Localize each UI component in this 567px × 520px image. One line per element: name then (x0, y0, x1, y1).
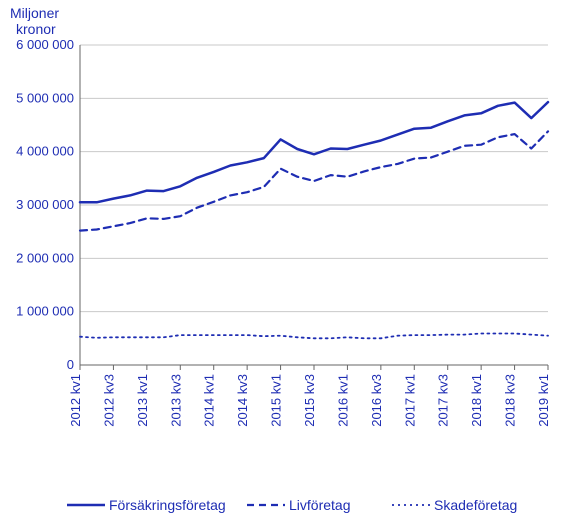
y-tick-label: 4 000 000 (16, 144, 74, 159)
y-axis-title-line2: kronor (16, 21, 56, 37)
y-tick-label: 3 000 000 (16, 197, 74, 212)
chart-container: 0 1 000 000 2 000 000 3 000 000 4 000 000 5 0… (0, 0, 567, 520)
x-tick-label: 2019 kv1 (536, 374, 551, 427)
y-tick-label: 6 000 000 (16, 37, 74, 52)
x-tick-label: 2015 kv1 (269, 374, 284, 427)
x-tick-label: 2013 kv1 (135, 374, 150, 427)
x-tick-label: 2014 kv1 (202, 374, 217, 427)
chart-bg (0, 0, 567, 520)
x-tick-label: 2012 kv3 (101, 374, 116, 427)
x-tick-label: 2015 kv3 (302, 374, 317, 427)
x-tick-label: 2013 kv3 (168, 374, 183, 427)
x-tick-label: 2018 kv1 (469, 374, 484, 427)
y-tick-label: 2 000 000 (16, 250, 74, 265)
y-tick-label: 5 000 000 (16, 90, 74, 105)
legend-label: Försäkringsföretag (109, 497, 226, 513)
x-tick-label: 2016 kv1 (335, 374, 350, 427)
y-tick-label: 0 (67, 357, 74, 372)
x-tick-label: 2012 kv1 (68, 374, 83, 427)
x-tick-label: 2014 kv3 (235, 374, 250, 427)
legend-label: Livföretag (289, 497, 350, 513)
line-chart: 0 1 000 000 2 000 000 3 000 000 4 000 000 5 0… (0, 0, 567, 520)
y-tick-label: 1 000 000 (16, 304, 74, 319)
x-tick-label: 2017 kv3 (436, 374, 451, 427)
y-axis-title: Miljoner (10, 5, 59, 21)
legend-label: Skadeföretag (434, 497, 517, 513)
x-tick-label: 2018 kv3 (503, 374, 518, 427)
x-tick-label: 2016 kv3 (369, 374, 384, 427)
x-tick-label: 2017 kv1 (402, 374, 417, 427)
